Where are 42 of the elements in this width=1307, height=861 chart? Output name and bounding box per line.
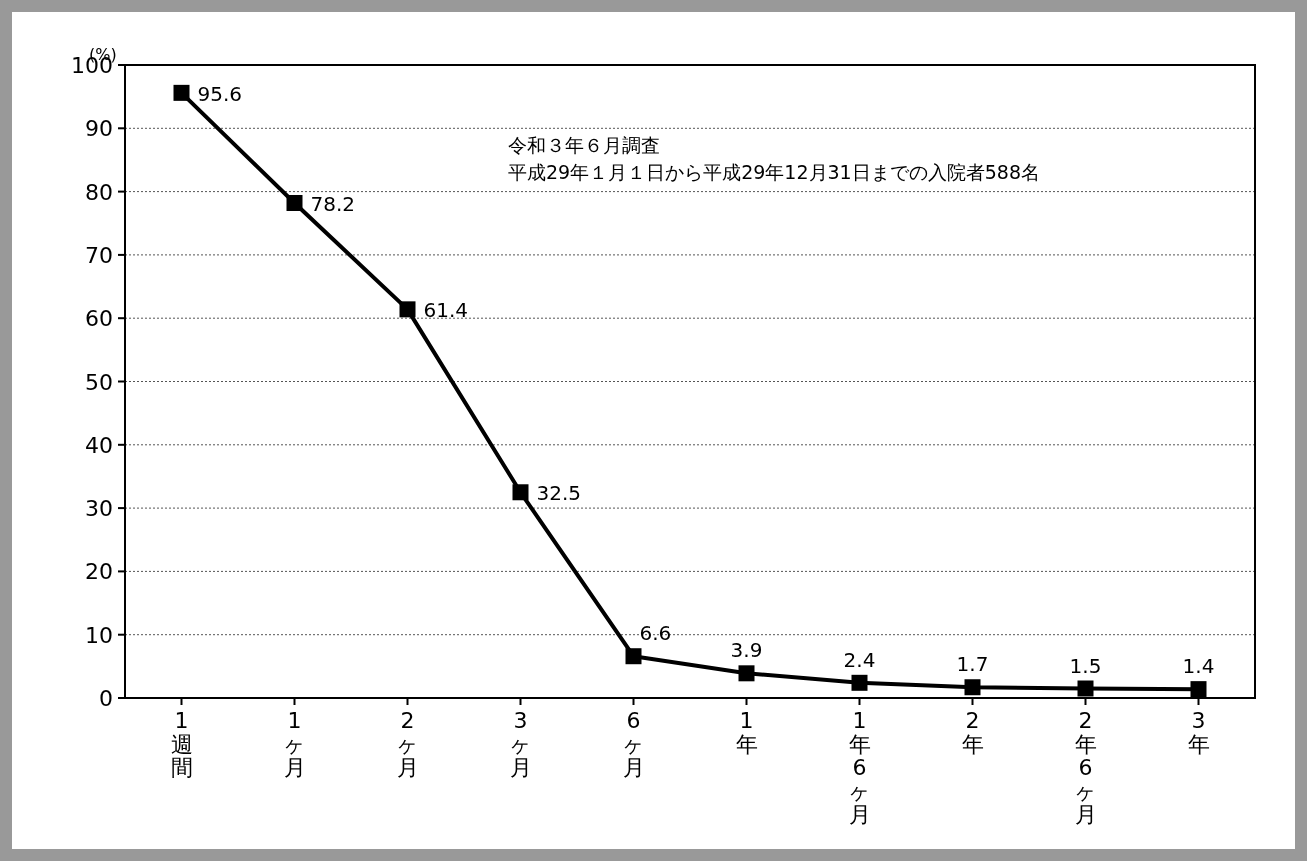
point xyxy=(1077,680,1094,697)
data-label: 2.4 xyxy=(843,647,876,672)
data-label: 1.5 xyxy=(1069,653,1102,678)
data-label: 6.6 xyxy=(639,621,672,646)
y-tick-label: 40 xyxy=(85,432,113,458)
y-tick-label: 90 xyxy=(85,116,113,142)
data-label: 3.9 xyxy=(730,638,763,663)
x-tick-label: 2年6ヶ月 xyxy=(1074,708,1097,827)
data-label: 1.7 xyxy=(956,652,989,677)
point xyxy=(625,648,642,665)
data-label: 78.2 xyxy=(310,191,356,216)
x-tick-label: 1年 xyxy=(735,708,758,757)
y-tick-label: 10 xyxy=(85,622,113,648)
annotation: 令和３年６月調査 xyxy=(508,134,660,156)
annotation: 平成29年１月１日から平成29年12月31日までの入院者588名 xyxy=(508,161,1040,183)
x-tick-label: 3年 xyxy=(1187,708,1210,757)
y-tick-label: 70 xyxy=(85,242,113,268)
point xyxy=(964,679,981,696)
data-label: 32.5 xyxy=(536,481,582,506)
x-tick-label: 1週間 xyxy=(170,708,193,780)
x-tick-label: 1年6ヶ月 xyxy=(848,708,871,827)
data-label: 1.4 xyxy=(1182,654,1215,679)
y-tick-label: 80 xyxy=(85,179,113,205)
x-tick-label: 3ヶ月 xyxy=(509,708,532,780)
y-tick-label: 50 xyxy=(85,369,113,395)
x-tick-label: 1ヶ月 xyxy=(283,708,306,780)
x-tick-label: 2ヶ月 xyxy=(396,708,419,780)
y-tick-label: 0 xyxy=(99,686,113,711)
y-tick-label: 60 xyxy=(85,306,113,332)
point xyxy=(1190,681,1207,698)
point xyxy=(512,484,529,501)
point xyxy=(173,84,190,101)
y-tick-label: 20 xyxy=(85,559,113,585)
point xyxy=(851,674,868,691)
data-label: 95.6 xyxy=(197,81,243,106)
point xyxy=(738,665,755,682)
x-tick-label: 2年 xyxy=(961,708,984,757)
x-tick-label: 6ヶ月 xyxy=(622,708,645,780)
data-label: 61.4 xyxy=(423,298,469,323)
point xyxy=(399,301,416,318)
point xyxy=(286,194,303,211)
y-tick-label: 30 xyxy=(85,496,113,522)
